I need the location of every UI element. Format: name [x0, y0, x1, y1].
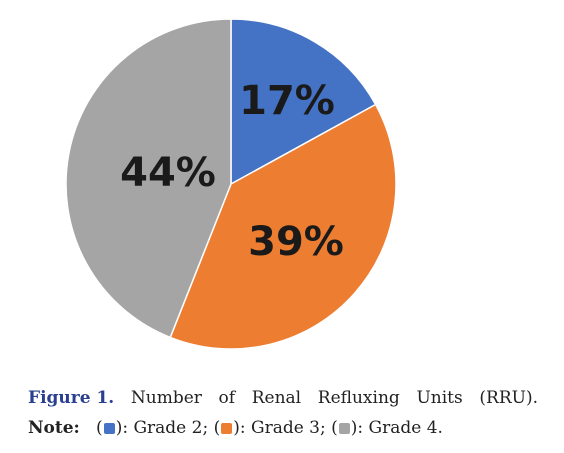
caption-word: Units: [416, 388, 463, 408]
note-label: Note:: [28, 418, 80, 438]
caption-word: Number: [130, 388, 202, 408]
swatch-grade-2-icon: [103, 423, 115, 434]
figure-label: Figure 1.: [28, 388, 115, 408]
pie-chart: 17% 39% 44%: [65, 18, 397, 350]
legend-item-grade-2: (): Grade 2;: [96, 418, 209, 438]
pie-slice-grade-2: [230, 18, 377, 186]
legend-item-grade-4: (): Grade 4.: [331, 418, 443, 438]
data-label-grade-2: 17%: [239, 78, 335, 124]
data-label-grade-3: 39%: [248, 219, 344, 265]
pie-slice-grade-4: [65, 18, 232, 339]
legend-note: Note: (): Grade 2; (): Grade 3; (): Grad…: [28, 418, 538, 438]
swatch-grade-3-icon: [221, 423, 233, 434]
data-label-grade-4: 44%: [120, 150, 216, 196]
swatch-grade-4-icon: [338, 423, 350, 434]
caption-word: Refluxing: [317, 388, 400, 408]
legend-item-grade-3: (): Grade 3;: [213, 418, 326, 438]
pie-slice-grade-3: [169, 103, 397, 350]
caption-word: Renal: [251, 388, 302, 408]
caption-word: of: [218, 388, 236, 408]
figure-caption: Figure 1. Number of Renal Refluxing Units (RR…: [28, 388, 538, 408]
caption-word: (RRU).: [479, 388, 538, 408]
